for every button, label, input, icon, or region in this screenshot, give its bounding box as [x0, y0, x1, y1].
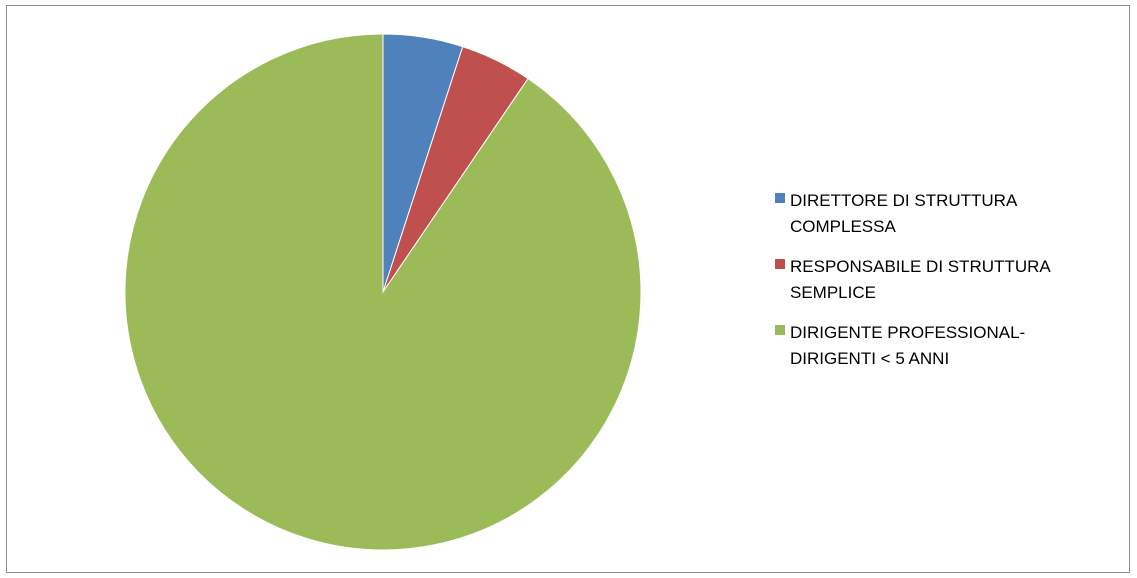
legend-label-responsabile: RESPONSABILE DI STRUTTURA SEMPLICE	[790, 257, 1051, 302]
legend-swatch-responsabile	[775, 259, 785, 269]
chart-area: DIRETTORE DI STRUTTURA COMPLESSA RESPONS…	[6, 5, 1130, 573]
pie-slice-dirigente	[124, 33, 642, 551]
legend-item-dirigente: DIRIGENTE PROFESSIONAL- DIRIGENTI < 5 AN…	[775, 320, 1125, 372]
legend-item-direttore: DIRETTORE DI STRUTTURA COMPLESSA	[775, 188, 1125, 240]
legend: DIRETTORE DI STRUTTURA COMPLESSA RESPONS…	[775, 188, 1125, 386]
legend-label-dirigente: DIRIGENTE PROFESSIONAL- DIRIGENTI < 5 AN…	[790, 323, 1026, 368]
legend-swatch-dirigente	[775, 325, 785, 335]
legend-swatch-direttore	[775, 193, 785, 203]
legend-label-direttore: DIRETTORE DI STRUTTURA COMPLESSA	[790, 191, 1018, 236]
pie-chart	[124, 33, 642, 551]
legend-item-responsabile: RESPONSABILE DI STRUTTURA SEMPLICE	[775, 254, 1125, 306]
